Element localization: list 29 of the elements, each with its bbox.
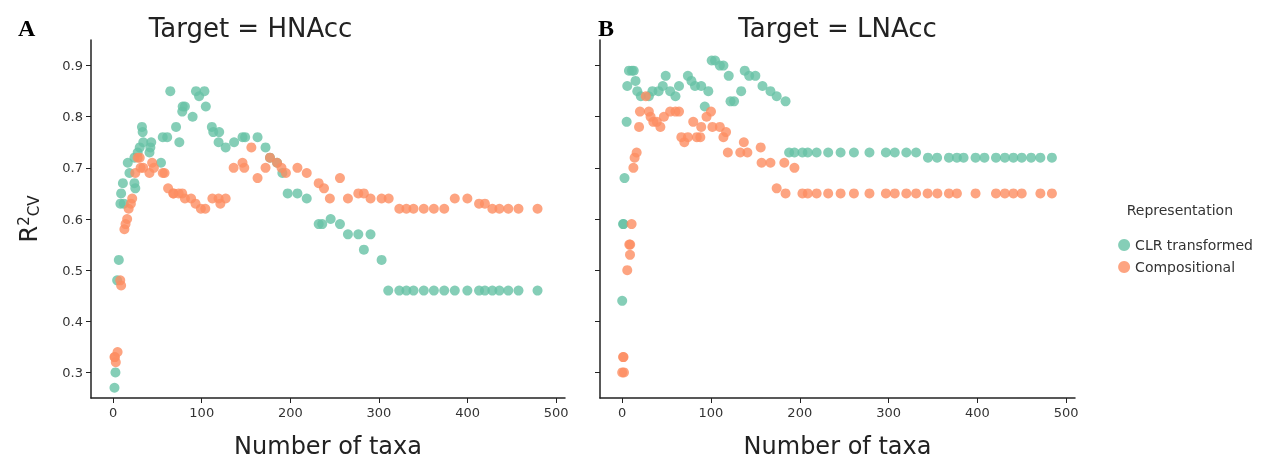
- x-tick-label: 100: [189, 405, 215, 420]
- annotation: B: [598, 15, 615, 41]
- x-tick-label: 300: [876, 405, 901, 420]
- y-tick-label: 0.4: [62, 313, 83, 329]
- x-tick-label: 0: [109, 405, 118, 420]
- x-tick-label: 500: [1053, 405, 1079, 420]
- chart-title: Target = HNAcc: [147, 13, 353, 43]
- x-tick-label: 100: [698, 405, 724, 420]
- y-tick-label: 0.7: [62, 160, 83, 176]
- y-tick-label: 0.6: [62, 211, 83, 227]
- x-axis-title: Number of taxa: [743, 432, 932, 460]
- x-tick-label: 200: [277, 405, 303, 420]
- y-tick-label: 0.5: [62, 262, 83, 278]
- x-tick-label: 300: [366, 405, 392, 420]
- y-tick-label: 0.8: [62, 109, 83, 125]
- y-axis-title: R2CV: [14, 194, 43, 243]
- y-tick-label: 0.3: [62, 364, 83, 380]
- legend-label: CLR transformed: [1135, 237, 1253, 253]
- x-tick-label: 400: [964, 405, 990, 420]
- x-tick-label: 0: [618, 405, 627, 420]
- text: A: [18, 15, 36, 41]
- x-tick-label: 200: [787, 405, 813, 420]
- legend-title: Representation: [1126, 202, 1233, 218]
- chart-title: Target = LNAcc: [737, 13, 937, 43]
- x-axis-title: Number of taxa: [234, 432, 422, 460]
- legend-label: Compositional: [1135, 259, 1236, 275]
- x-tick-label: 400: [455, 405, 480, 420]
- x-tick-label: 500: [543, 405, 569, 420]
- y-tick-label: 0.9: [62, 58, 83, 74]
